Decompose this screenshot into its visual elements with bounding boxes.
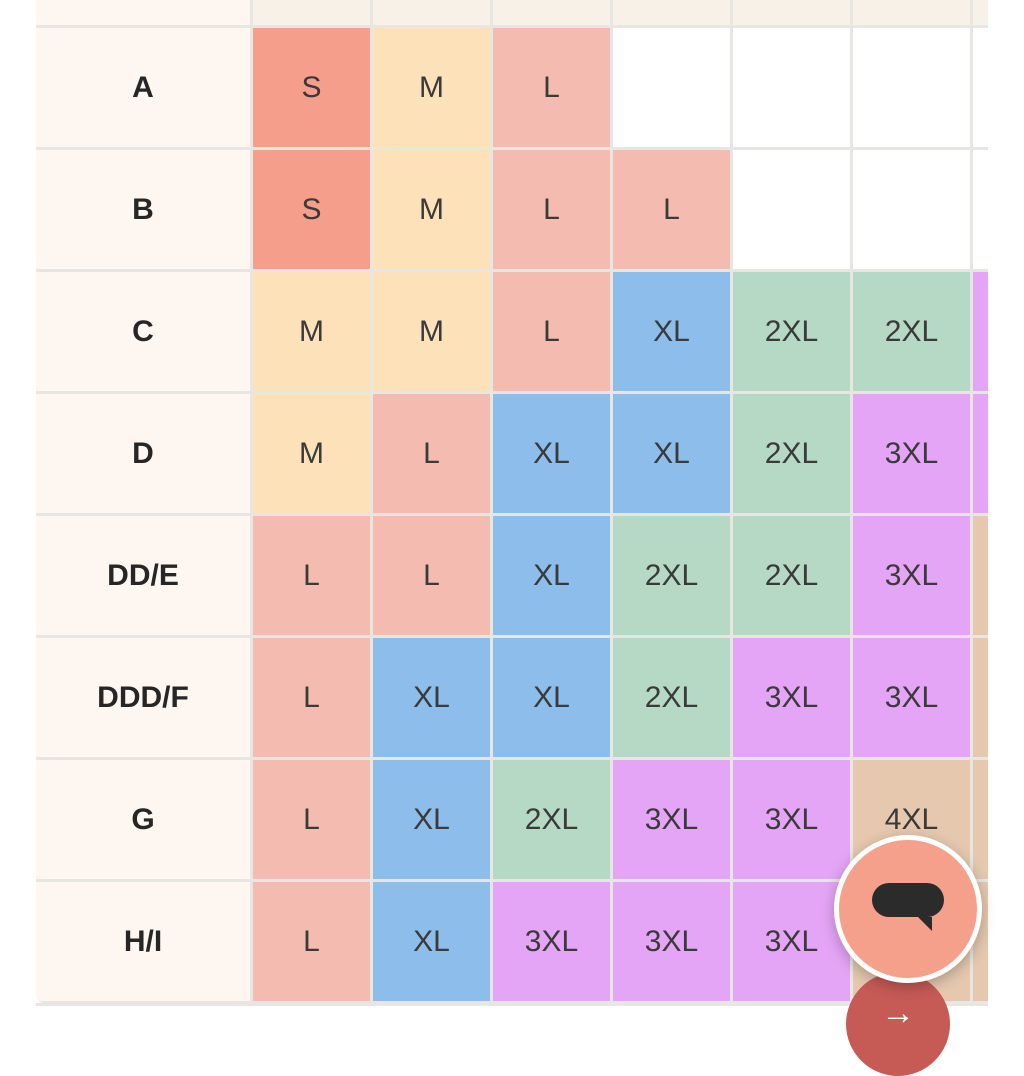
size-cell: 2XL xyxy=(733,272,850,391)
size-cell: 2XL xyxy=(493,760,610,879)
size-cell: 3XL xyxy=(973,272,988,391)
size-cell: 2XL xyxy=(733,394,850,513)
size-cell: XL xyxy=(373,638,490,757)
row-header-cup-size: DD/E xyxy=(36,516,250,635)
size-cell: 2XL xyxy=(613,638,730,757)
column-header xyxy=(253,0,370,25)
size-cell: L xyxy=(253,638,370,757)
row-header-cup-size: G xyxy=(36,760,250,879)
size-cell: L xyxy=(253,882,370,1001)
size-cell: M xyxy=(373,28,490,147)
size-cell: L xyxy=(373,394,490,513)
size-cell: 3XL xyxy=(733,638,850,757)
size-cell: 3XL xyxy=(973,394,988,513)
size-cell: XL xyxy=(613,272,730,391)
size-cell: 3XL xyxy=(733,760,850,879)
size-cell: L xyxy=(493,272,610,391)
size-cell: XL xyxy=(613,394,730,513)
size-cell xyxy=(613,28,730,147)
row-header-cup-size: D xyxy=(36,394,250,513)
size-cell xyxy=(733,150,850,269)
size-cell: L xyxy=(253,516,370,635)
size-cell: 2XL xyxy=(733,516,850,635)
row-header-cup-size: H/I xyxy=(36,882,250,1001)
size-cell: 4XL xyxy=(973,516,988,635)
row-header-cup-size: A xyxy=(36,28,250,147)
column-header xyxy=(373,0,490,25)
size-cell: M xyxy=(253,272,370,391)
size-chart-table: ASMLBSMLLCMMLXL2XL2XL3XLDMLXLXL2XL3XL3XL… xyxy=(36,0,988,1003)
size-cell xyxy=(973,28,988,147)
size-cell: L xyxy=(373,516,490,635)
size-cell: M xyxy=(253,394,370,513)
column-header xyxy=(493,0,610,25)
size-cell: XL xyxy=(493,394,610,513)
size-cell: 3XL xyxy=(853,394,970,513)
size-cell: 3XL xyxy=(613,760,730,879)
column-header xyxy=(733,0,850,25)
size-cell xyxy=(973,150,988,269)
size-cell: L xyxy=(493,150,610,269)
row-header-cup-size: B xyxy=(36,150,250,269)
size-cell: 4XL xyxy=(973,638,988,757)
size-cell: 3XL xyxy=(613,882,730,1001)
column-header xyxy=(613,0,730,25)
size-cell: XL xyxy=(373,760,490,879)
header-corner xyxy=(36,0,250,25)
size-cell: XL xyxy=(493,638,610,757)
size-cell: 2XL xyxy=(853,272,970,391)
size-cell xyxy=(733,28,850,147)
column-header xyxy=(973,0,988,25)
size-cell xyxy=(853,150,970,269)
size-cell: XL xyxy=(373,882,490,1001)
chat-bubble-icon xyxy=(872,883,944,931)
divider xyxy=(36,1003,988,1006)
size-cell: L xyxy=(613,150,730,269)
size-cell: 3XL xyxy=(733,882,850,1001)
row-header-cup-size: DDD/F xyxy=(36,638,250,757)
column-header xyxy=(853,0,970,25)
size-cell: XL xyxy=(493,516,610,635)
size-cell: 4XL xyxy=(973,760,988,879)
size-cell: 3XL xyxy=(853,638,970,757)
next-button[interactable]: → xyxy=(846,972,950,1076)
size-cell: L xyxy=(493,28,610,147)
arrow-right-icon: → xyxy=(881,994,915,1032)
size-cell: 2XL xyxy=(613,516,730,635)
size-cell: L xyxy=(253,760,370,879)
row-header-cup-size: C xyxy=(36,272,250,391)
size-cell xyxy=(853,28,970,147)
size-cell: S xyxy=(253,150,370,269)
size-cell: M xyxy=(373,150,490,269)
size-cell: S xyxy=(253,28,370,147)
size-cell: 3XL xyxy=(493,882,610,1001)
size-cell: 3XL xyxy=(853,516,970,635)
chat-button[interactable] xyxy=(834,835,982,983)
size-cell: M xyxy=(373,272,490,391)
